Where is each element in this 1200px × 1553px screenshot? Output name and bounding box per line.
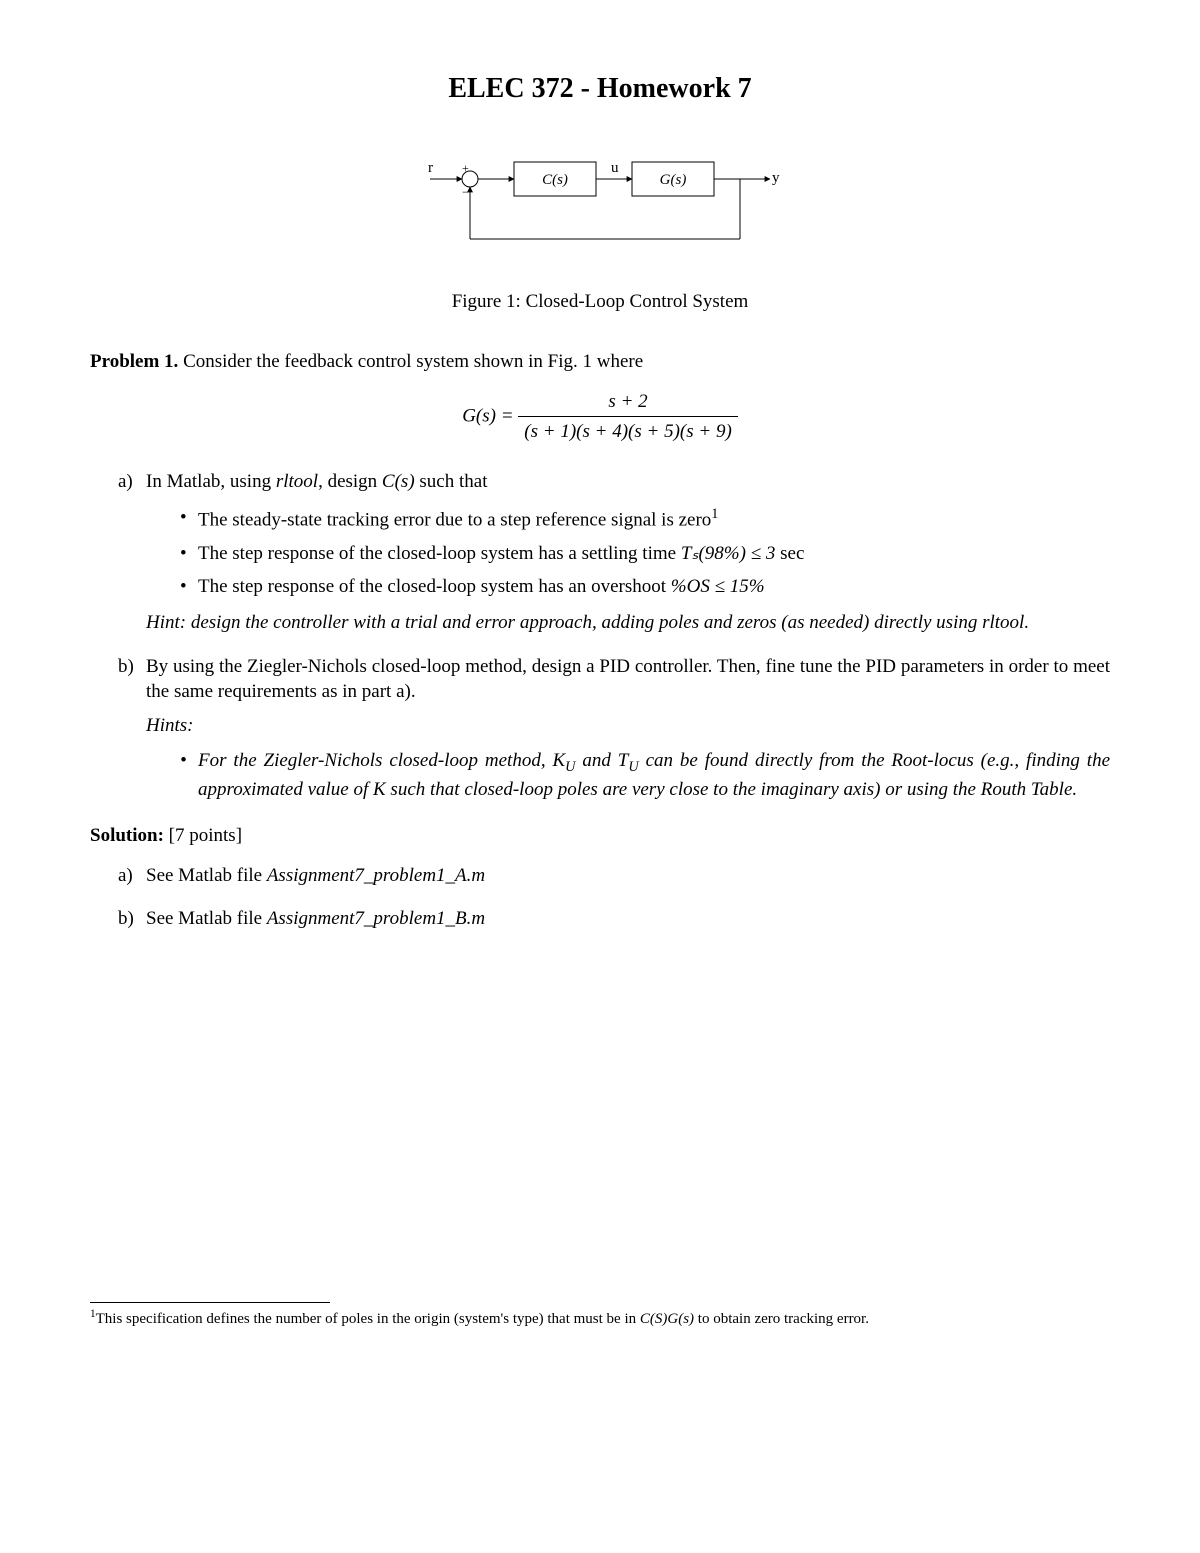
- footnote-pre: This specification defines the number of…: [96, 1311, 640, 1327]
- bullet-2-post: sec: [775, 543, 804, 564]
- part-b-hint-bullet: For the Ziegler-Nichols closed-loop meth…: [180, 748, 1110, 803]
- part-a-cs: C(s): [382, 471, 415, 492]
- sum-plus-label: +: [462, 161, 469, 175]
- bullet-3-math: %OS ≤ 15%: [671, 576, 765, 597]
- signal-y-label: y: [772, 170, 780, 186]
- hint-u2: U: [628, 759, 638, 775]
- plant-block-label: G(s): [660, 172, 687, 188]
- hint-b-mid1: and: [575, 750, 617, 771]
- problem-label: Problem 1.: [90, 351, 178, 372]
- part-a-bullet-2: The step response of the closed-loop sys…: [180, 541, 1110, 567]
- equation-numerator: s + 2: [518, 389, 737, 418]
- hint-b-pre: For the Ziegler-Nichols closed-loop meth…: [198, 750, 552, 771]
- block-diagram-svg: r + − C(s) u G(s) y: [420, 144, 780, 264]
- bullet-1-text: The steady-state tracking error due to a…: [198, 509, 711, 530]
- solution-points: [7 points]: [164, 825, 242, 846]
- part-a-hint: Hint: design the controller with a trial…: [146, 610, 1110, 636]
- figure-caption: Figure 1: Closed-Loop Control System: [90, 289, 1110, 315]
- part-b-text: By using the Ziegler-Nichols closed-loop…: [146, 654, 1110, 705]
- part-a-tool: rltool: [276, 471, 318, 492]
- solution-label: Solution:: [90, 825, 164, 846]
- solution-a: See Matlab file Assignment7_problem1_A.m: [118, 863, 1110, 889]
- part-a-bullet-3: The step response of the closed-loop sys…: [180, 574, 1110, 600]
- equation-lhs: G(s) =: [462, 405, 518, 426]
- part-a-lead-pre: In Matlab, using: [146, 471, 276, 492]
- solution-a-pre: See Matlab file: [146, 865, 267, 886]
- footnote-math: C(S)G(s): [640, 1311, 694, 1327]
- bullet-2-math: Tₛ(98%) ≤ 3: [681, 543, 776, 564]
- solution-heading: Solution: [7 points]: [90, 823, 1110, 849]
- part-a-lead-mid: , design: [318, 471, 382, 492]
- part-a: In Matlab, using rltool, design C(s) suc…: [118, 469, 1110, 636]
- problem-heading: Problem 1. Consider the feedback control…: [90, 349, 1110, 375]
- controller-block-label: C(s): [542, 172, 568, 188]
- footnote-post: to obtain zero tracking error.: [694, 1311, 869, 1327]
- equation-denominator: (s + 1)(s + 4)(s + 5)(s + 9): [518, 417, 737, 445]
- page-title: ELEC 372 - Homework 7: [90, 70, 1110, 108]
- footnote-ref-1: 1: [711, 506, 718, 522]
- solution-b-file: Assignment7_problem1_B.m: [267, 908, 485, 929]
- signal-r-label: r: [428, 160, 433, 176]
- figure-block-diagram: r + − C(s) u G(s) y: [90, 144, 1110, 272]
- problem-intro: Consider the feedback control system sho…: [178, 351, 643, 372]
- footnote-separator: [90, 1302, 330, 1303]
- part-a-bullet-1: The steady-state tracking error due to a…: [180, 505, 1110, 533]
- part-b-hints-label: Hints:: [146, 713, 1110, 739]
- signal-u-label: u: [611, 160, 619, 176]
- bullet-2-pre: The step response of the closed-loop sys…: [198, 543, 681, 564]
- footnote-1: 1This specification defines the number o…: [90, 1307, 1110, 1330]
- solution-a-file: Assignment7_problem1_A.m: [267, 865, 485, 886]
- hint-u1: U: [565, 759, 575, 775]
- hint-ku: K: [552, 750, 565, 771]
- transfer-function-equation: G(s) = s + 2 (s + 1)(s + 4)(s + 5)(s + 9…: [90, 389, 1110, 445]
- solution-b-pre: See Matlab file: [146, 908, 267, 929]
- sum-minus-label: −: [462, 185, 469, 199]
- bullet-3-pre: The step response of the closed-loop sys…: [198, 576, 671, 597]
- part-b: By using the Ziegler-Nichols closed-loop…: [118, 654, 1110, 804]
- solution-b: See Matlab file Assignment7_problem1_B.m: [118, 906, 1110, 932]
- part-a-lead-post: such that: [415, 471, 488, 492]
- hint-tu: T: [618, 750, 629, 771]
